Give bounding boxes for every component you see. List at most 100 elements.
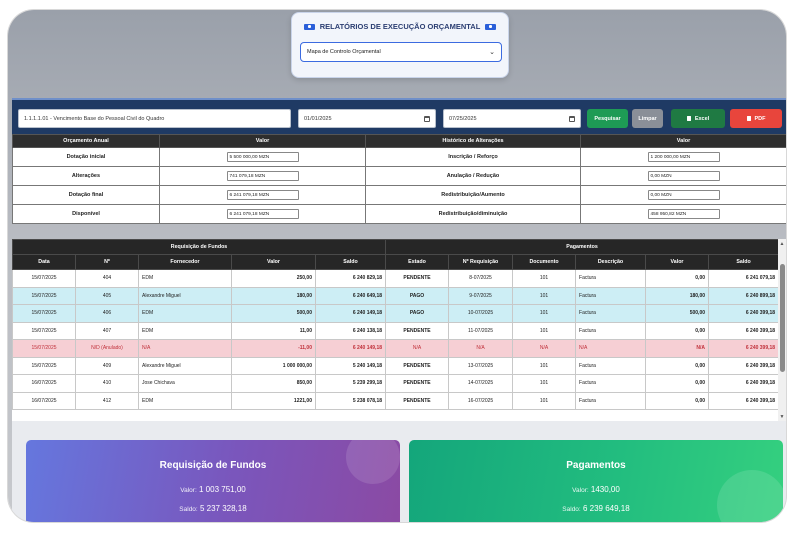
cell-supplier: EDM bbox=[138, 269, 232, 288]
history-value-field[interactable]: 0,00 MZN bbox=[647, 171, 720, 181]
report-title-text: RELATÓRIOS DE EXECUÇÃO ORÇAMENTAL bbox=[319, 22, 481, 31]
cell-saldo: 6 240 649,18 bbox=[314, 286, 387, 305]
summary-value-field[interactable]: 6 241 079,18 MZN bbox=[226, 190, 299, 200]
table-row[interactable]: 15/07/2025 407 EDM 11,00 6 240 138,18 PENDENT… bbox=[12, 321, 780, 340]
column-header: Valor bbox=[231, 254, 316, 270]
column-header: Documento bbox=[512, 254, 577, 270]
excel-export-button[interactable]: Excel bbox=[671, 109, 725, 128]
summary-value-field[interactable]: 741 079,18 MZN bbox=[226, 171, 299, 181]
movements-table: Requisição de Fundos Pagamentos Data Nº Fo… bbox=[12, 239, 780, 410]
card-saldo-line: Saldo: 6 239 649,18 bbox=[409, 504, 783, 513]
card-saldo-label: Saldo: bbox=[562, 506, 581, 513]
history-value-field[interactable]: 0,00 MZN bbox=[647, 190, 720, 200]
clear-button[interactable]: Limpar bbox=[632, 109, 663, 128]
report-selector-card: RELATÓRIOS DE EXECUÇÃO ORÇAMENTAL Mapa d… bbox=[291, 12, 509, 78]
history-value-cell: 1 200 000,00 MZN bbox=[580, 147, 786, 167]
cell-supplier: EDM bbox=[138, 321, 232, 340]
history-label: Redistribuição/Aumento bbox=[365, 185, 581, 205]
cell-payment-saldo: 6 240 399,18 bbox=[708, 339, 780, 358]
cell-date: 16/07/2025 bbox=[12, 374, 76, 393]
cell-requisition: 9-07/2025 bbox=[448, 286, 514, 305]
search-button[interactable]: Pesquisar bbox=[587, 109, 628, 128]
date-from-input[interactable]: 01/01/2025 bbox=[298, 109, 436, 128]
cell-number: 410 bbox=[75, 374, 139, 393]
cell-date: 15/07/2025 bbox=[12, 304, 76, 323]
table-row[interactable]: 15/07/2025 405 Alexandre Miguel 180,00 6 240… bbox=[12, 286, 780, 305]
summary-value-field[interactable]: 5 500 000,00 MZN bbox=[226, 152, 299, 162]
cell-date: 15/07/2025 bbox=[12, 339, 76, 358]
history-label: Inscrição / Reforço bbox=[365, 147, 581, 167]
cell-value: 180,00 bbox=[231, 286, 316, 305]
excel-button-label: Excel bbox=[694, 115, 710, 122]
table-row[interactable]: 16/07/2025 412 EDM 1221,00 5 238 078,18 PENDE… bbox=[12, 391, 780, 410]
cell-payment-saldo: 6 241 079,18 bbox=[708, 269, 780, 288]
calendar-icon[interactable] bbox=[569, 115, 575, 122]
column-header: Nº bbox=[75, 254, 139, 270]
cell-payment-value: 0,00 bbox=[645, 374, 710, 393]
excel-file-icon bbox=[686, 115, 691, 122]
summary-label: Dotação inicial bbox=[12, 147, 160, 167]
card-value: 1430,00 bbox=[590, 485, 620, 494]
cell-date: 15/07/2025 bbox=[12, 269, 76, 288]
history-label: Anulação / Redução bbox=[365, 166, 581, 186]
pagamentos-total-card: Pagamentos Valor: 1430,00 Saldo: 6 239 6… bbox=[409, 440, 783, 522]
card-value-label: Valor: bbox=[572, 487, 589, 494]
summary-value-field[interactable]: 6 241 079,18 MZN bbox=[226, 209, 299, 219]
table-row[interactable]: 15/07/2025 409 Alexandre Miguel 1 000 000,0… bbox=[12, 356, 780, 375]
scroll-down-arrow-icon[interactable]: ▼ bbox=[779, 414, 785, 420]
cell-requisition: 11-07/2025 bbox=[448, 321, 514, 340]
cell-document: 101 bbox=[512, 321, 577, 340]
cell-document: 101 bbox=[512, 269, 577, 288]
cell-value: 250,00 bbox=[231, 269, 316, 288]
date-from-value: 01/01/2025 bbox=[304, 115, 332, 122]
scroll-up-arrow-icon[interactable]: ▲ bbox=[779, 241, 785, 247]
cell-description: Factura bbox=[575, 391, 647, 410]
decor-circle bbox=[717, 470, 783, 522]
cell-date: 15/07/2025 bbox=[12, 286, 76, 305]
card-saldo-label: Saldo: bbox=[179, 506, 198, 513]
cell-supplier: EDM bbox=[138, 391, 232, 410]
group-header-pagamentos: Pagamentos bbox=[385, 239, 780, 255]
account-input[interactable]: 1.1.1.1.01 - Vencimento Base do Pessoal … bbox=[18, 109, 291, 128]
cell-number: 405 bbox=[75, 286, 139, 305]
cell-value: 11,00 bbox=[231, 321, 316, 340]
movements-group-row: Requisição de Fundos Pagamentos bbox=[12, 239, 780, 255]
table-row[interactable]: 15/07/2025 404 EDM 250,00 6 240 829,18 PENDEN… bbox=[12, 269, 780, 288]
cell-payment-saldo: 6 240 399,18 bbox=[708, 304, 780, 323]
cell-number: N/D (Anulado) bbox=[75, 339, 139, 358]
column-header: Saldo bbox=[314, 254, 387, 270]
history-value-field[interactable]: 1 200 000,00 MZN bbox=[647, 152, 720, 162]
account-value: 1.1.1.1.01 - Vencimento Base do Pessoal … bbox=[24, 115, 165, 122]
table-scrollbar[interactable]: ▲ ▼ bbox=[778, 239, 786, 422]
cell-payment-value: 180,00 bbox=[645, 286, 710, 305]
cell-payment-value: 0,00 bbox=[645, 356, 710, 375]
card-title: Pagamentos bbox=[566, 460, 626, 471]
history-value-field[interactable]: 458 950,82 MZN bbox=[647, 209, 720, 219]
date-to-input[interactable]: 07/25/2025 bbox=[443, 109, 581, 128]
cell-saldo: 5 240 149,18 bbox=[314, 356, 387, 375]
report-type-select[interactable]: Mapa de Controlo Orçamental ⌄ bbox=[300, 42, 502, 62]
date-to-value: 07/25/2025 bbox=[449, 115, 477, 122]
cell-supplier: Alexandre Miguel bbox=[138, 356, 232, 375]
cell-saldo: 6 240 138,18 bbox=[314, 321, 387, 340]
table-row[interactable]: 15/07/2025 406 EDM 500,00 6 240 149,18 PAGO 10… bbox=[12, 304, 780, 323]
decor-circle bbox=[346, 440, 400, 484]
cell-payment-saldo: 6 240 899,18 bbox=[708, 286, 780, 305]
history-value-cell: 0,00 MZN bbox=[580, 166, 786, 186]
summary-value-cell: 5 500 000,00 MZN bbox=[159, 147, 366, 167]
column-header: Fornecedor bbox=[138, 254, 232, 270]
table-row[interactable]: 16/07/2025 410 Jose Chichava 850,00 5 239 29… bbox=[12, 374, 780, 393]
calendar-icon[interactable] bbox=[424, 115, 430, 122]
table-row[interactable]: 15/07/2025 N/D (Anulado) N/A -11,00 6 240 14… bbox=[12, 339, 780, 358]
pdf-button-label: PDF bbox=[754, 115, 766, 122]
cell-document: 101 bbox=[512, 304, 577, 323]
cell-description: Factura bbox=[575, 356, 647, 375]
cell-payment-value: 0,00 bbox=[645, 391, 710, 410]
summary-header: Valor bbox=[580, 134, 786, 148]
report-tag-icon bbox=[485, 23, 497, 30]
clear-button-label: Limpar bbox=[638, 115, 657, 122]
summary-value-cell: 741 079,18 MZN bbox=[159, 166, 366, 186]
scrollbar-thumb[interactable] bbox=[779, 264, 785, 372]
pdf-export-button[interactable]: PDF bbox=[730, 109, 782, 128]
summary-row: Dotação final 6 241 079,18 MZN Redistribui… bbox=[12, 185, 786, 205]
